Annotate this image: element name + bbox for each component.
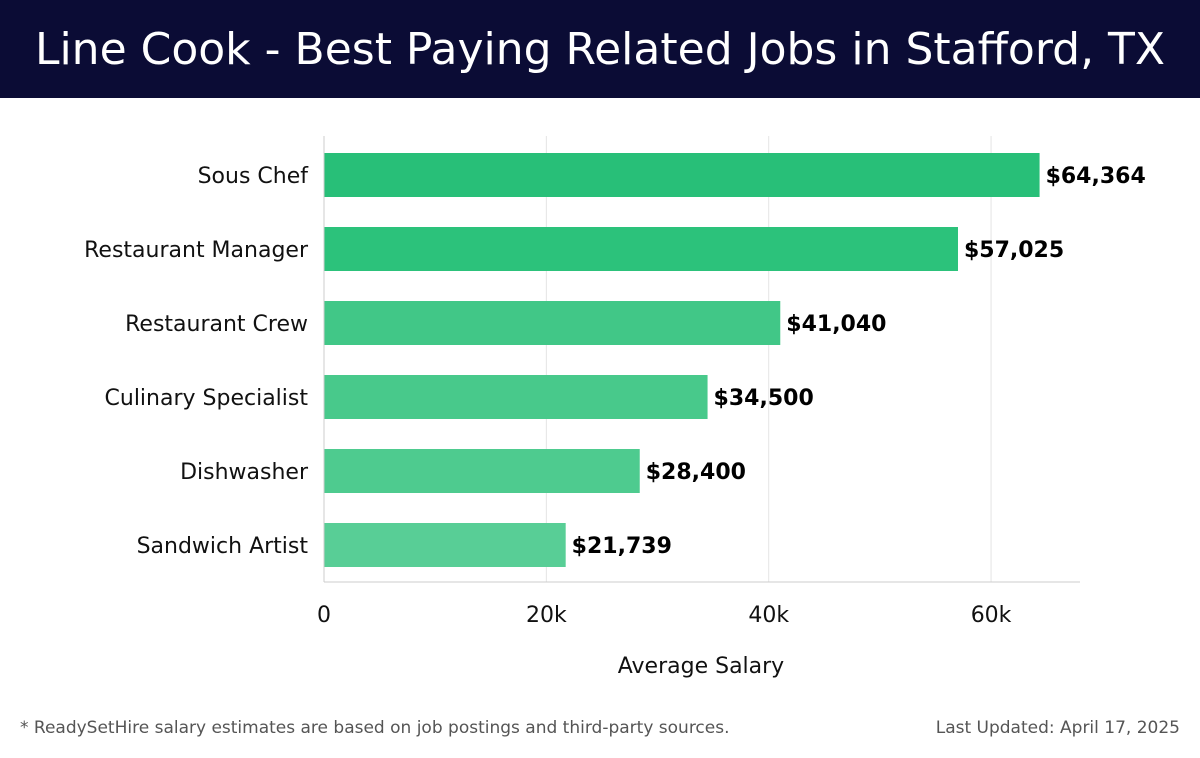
data-label: $64,364: [1046, 164, 1146, 189]
x-tick-label: 40k: [748, 603, 789, 628]
bar: [324, 449, 640, 493]
footer-note: * ReadySetHire salary estimates are base…: [20, 718, 730, 738]
data-label: $41,040: [786, 312, 886, 337]
x-axis-label: Average Salary: [618, 654, 784, 679]
bars: [324, 153, 1040, 567]
grid-lines: [545, 136, 992, 582]
bar: [324, 153, 1040, 197]
data-label: $34,500: [714, 386, 814, 411]
bar: [324, 523, 566, 567]
last-updated: Last Updated: April 17, 2025: [935, 718, 1180, 738]
category-label: Sous Chef: [198, 164, 310, 189]
category-label: Dishwasher: [180, 460, 309, 485]
x-tick-label: 0: [317, 603, 331, 628]
bar: [324, 301, 781, 345]
data-label: $28,400: [646, 460, 746, 485]
x-tick-label: 60k: [971, 603, 1012, 628]
category-label: Sandwich Artist: [137, 534, 309, 559]
chart-header: Line Cook - Best Paying Related Jobs in …: [0, 0, 1200, 98]
x-tick-label: 20k: [526, 603, 567, 628]
category-label: Restaurant Crew: [125, 312, 308, 337]
bar: [324, 227, 958, 271]
data-label: $21,739: [572, 534, 672, 559]
bar-chart: 0 20k 40k 60k Sous Chef $64,364 Restaurant Man…: [84, 136, 1146, 679]
category-label: Restaurant Manager: [84, 238, 309, 263]
data-label: $57,025: [964, 238, 1064, 263]
axes: 0 20k 40k 60k Sous Chef $64,364 Restaurant Man…: [84, 136, 1146, 628]
bar: [324, 375, 708, 419]
category-label: Culinary Specialist: [105, 386, 309, 411]
chart-title: Line Cook - Best Paying Related Jobs in …: [34, 23, 1166, 75]
